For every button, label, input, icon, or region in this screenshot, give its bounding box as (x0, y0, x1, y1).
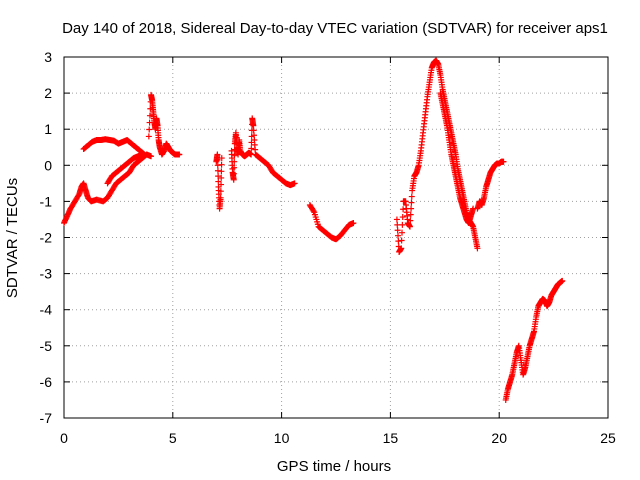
data-point (230, 176, 237, 183)
data-series (61, 57, 566, 403)
data-point (394, 221, 401, 228)
data-point (248, 145, 255, 152)
y-tick-label: -5 (40, 338, 53, 354)
data-point (394, 227, 401, 234)
data-point (407, 217, 414, 224)
data-point (215, 173, 222, 180)
y-tick-label: -3 (40, 266, 53, 282)
data-point (408, 205, 415, 212)
x-tick-label: 10 (274, 430, 290, 446)
data-point (214, 151, 221, 158)
y-tick-label: 3 (44, 49, 52, 65)
data-point (500, 158, 507, 165)
data-point (218, 174, 225, 181)
y-tick-label: -7 (40, 410, 53, 426)
data-point (139, 151, 146, 158)
data-point (310, 208, 317, 215)
data-point (214, 167, 221, 174)
data-point (395, 232, 402, 239)
data-point (230, 170, 237, 177)
data-point (215, 178, 222, 185)
data-point (214, 156, 221, 163)
data-point (399, 229, 406, 236)
data-point (408, 193, 415, 200)
data-point (406, 223, 413, 230)
y-tick-label: 1 (44, 121, 52, 137)
data-point (217, 194, 224, 201)
x-axis-label: GPS time / hours (277, 458, 391, 475)
data-point (214, 162, 221, 169)
data-point (218, 181, 225, 188)
y-tick-label: -1 (40, 193, 53, 209)
plot-frame (63, 56, 609, 419)
data-point (407, 211, 414, 218)
y-tick-label: -6 (40, 374, 53, 390)
x-tick-label: 20 (491, 430, 507, 446)
data-point (148, 153, 155, 160)
data-point (146, 119, 153, 126)
data-point (231, 164, 238, 171)
data-point (218, 168, 225, 175)
data-point (350, 220, 357, 227)
data-point (218, 161, 225, 168)
data-point (145, 133, 152, 140)
data-point (231, 158, 238, 165)
chart-title: Day 140 of 2018, Sidereal Day-to-day VTE… (62, 20, 608, 37)
data-point (146, 126, 153, 133)
y-tick-label: -4 (40, 302, 53, 318)
y-tick-label: 2 (44, 85, 52, 101)
x-tick-label: 15 (383, 430, 399, 446)
data-point (398, 237, 405, 244)
data-point (399, 221, 406, 228)
data-point (408, 199, 415, 206)
data-point (218, 155, 225, 162)
data-point (400, 206, 407, 213)
y-tick-label: -2 (40, 230, 53, 246)
tick-labels: 0 5 10 15 20 25 -7 -6 -5 -4 -3 -2 -1 0 1 2 3 (40, 49, 616, 446)
data-point (474, 245, 481, 252)
y-axis-label: SDTVAR / TECUs (4, 178, 21, 298)
data-point (398, 245, 405, 252)
data-point (559, 277, 566, 284)
data-point (231, 152, 238, 159)
data-point (393, 216, 400, 223)
data-point (291, 180, 298, 187)
x-tick-label: 0 (60, 430, 68, 446)
data-point (146, 112, 153, 119)
y-tick-label: 0 (44, 157, 52, 173)
data-point (176, 151, 183, 158)
data-point (395, 238, 402, 245)
x-tick-label: 5 (169, 430, 177, 446)
data-point (217, 188, 224, 195)
data-point (399, 214, 406, 221)
x-tick-label: 25 (600, 430, 616, 446)
